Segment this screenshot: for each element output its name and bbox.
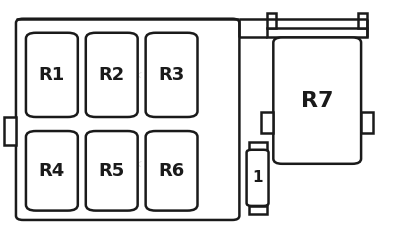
Text: R2: R2 <box>99 66 125 84</box>
Text: FPAik: FPAik <box>41 159 71 169</box>
Bar <box>267 28 367 37</box>
FancyBboxPatch shape <box>146 131 198 211</box>
Text: R7: R7 <box>301 91 334 111</box>
Text: FPAik: FPAik <box>113 159 142 169</box>
Text: FPAik: FPAik <box>41 70 71 80</box>
Bar <box>4 117 16 145</box>
FancyBboxPatch shape <box>273 37 361 164</box>
FancyBboxPatch shape <box>26 131 78 211</box>
Bar <box>267 13 276 28</box>
Bar <box>358 13 367 28</box>
FancyBboxPatch shape <box>86 33 138 117</box>
FancyBboxPatch shape <box>26 33 78 117</box>
FancyBboxPatch shape <box>86 131 138 211</box>
Bar <box>261 112 273 133</box>
Text: R3: R3 <box>158 66 185 84</box>
Bar <box>249 206 267 214</box>
Text: R1: R1 <box>39 66 65 84</box>
Text: R5: R5 <box>99 162 125 180</box>
Text: 1: 1 <box>252 170 263 185</box>
Bar <box>249 142 267 150</box>
Text: R4: R4 <box>39 162 65 180</box>
FancyBboxPatch shape <box>16 19 239 220</box>
Bar <box>361 112 373 133</box>
Text: FPAik: FPAik <box>113 70 142 80</box>
Text: R6: R6 <box>158 162 185 180</box>
FancyBboxPatch shape <box>247 150 269 206</box>
FancyBboxPatch shape <box>146 33 198 117</box>
